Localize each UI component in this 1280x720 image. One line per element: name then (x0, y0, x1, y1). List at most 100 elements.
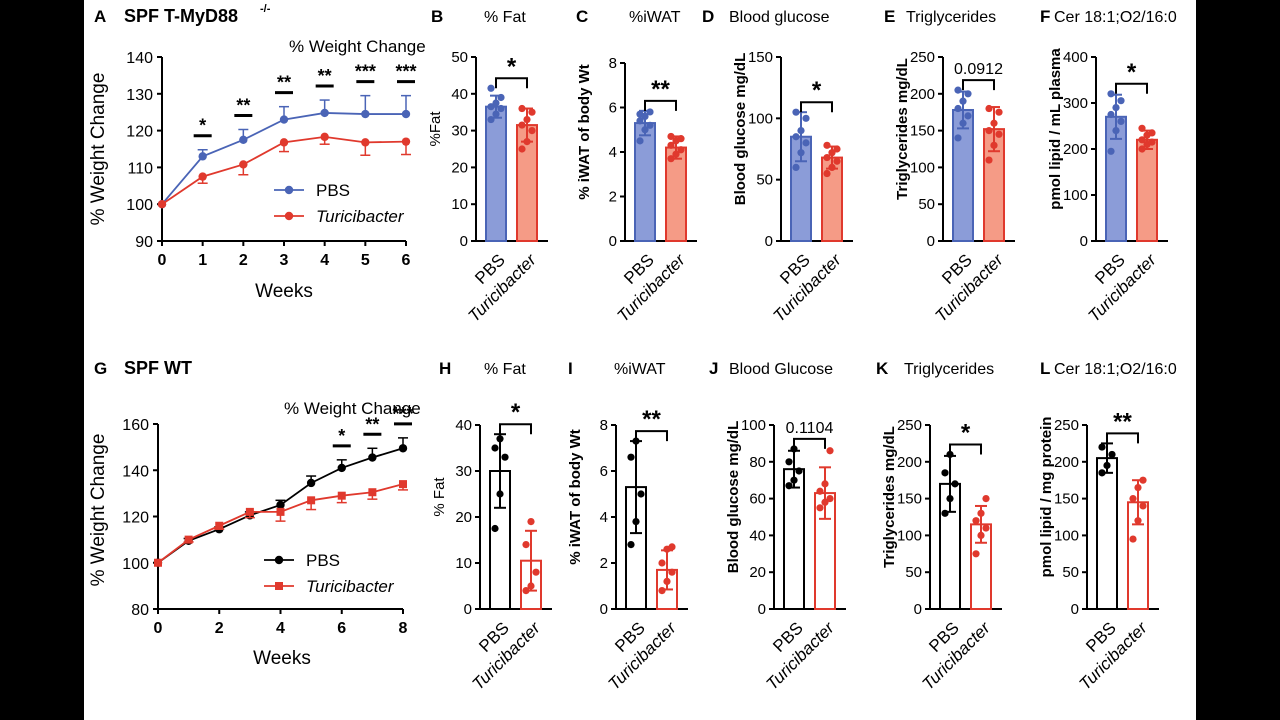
data-point (1107, 110, 1115, 119)
y-tick-label: 50 (1062, 564, 1079, 581)
y-tick-label: 100 (126, 197, 153, 214)
significance-label: * (507, 53, 517, 80)
x-tick-label: 4 (276, 620, 285, 637)
data-point (492, 99, 500, 107)
data-point (239, 135, 248, 144)
significance-label: 0.0912 (954, 61, 1003, 78)
row2-heading: G SPF WT (94, 358, 192, 378)
data-point (985, 127, 993, 135)
x-tick-label: 8 (399, 620, 408, 637)
y-tick-label: 10 (455, 555, 472, 572)
y-tick-label: 0 (460, 233, 468, 250)
data-point (627, 453, 635, 461)
significance-label: * (961, 419, 971, 446)
y-tick-label: 80 (131, 602, 149, 619)
y-tick-label: 50 (905, 564, 922, 581)
data-point (276, 500, 285, 510)
data-point (399, 480, 407, 489)
y-tick-label: 8 (609, 55, 617, 72)
data-point (1098, 443, 1106, 451)
y-tick-label: 60 (749, 491, 766, 508)
data-point (816, 504, 824, 512)
panel-title-F: Cer 18:1;O2/16:0 (1054, 9, 1177, 26)
data-point (518, 145, 526, 153)
data-point (154, 558, 162, 567)
data-point (239, 160, 248, 169)
data-point (658, 587, 666, 595)
y-tick-label: 50 (918, 196, 935, 213)
legend-label: PBS (316, 181, 350, 200)
data-point (527, 518, 535, 526)
x-axis-label-G: Weeks (253, 648, 311, 669)
data-point (1138, 136, 1146, 144)
data-point (527, 582, 535, 590)
line-chart-G: % Weight Change 80 100 120 140 160 0 2 4 6 8 Weeks%… (88, 399, 421, 669)
data-point (528, 108, 536, 116)
data-point (496, 435, 504, 443)
panel-title-H: % Fat (484, 361, 526, 378)
panel-letter-B: B (431, 7, 443, 26)
y-axis-label-L: pmol lipid / mg protein (1038, 417, 1055, 578)
data-point (667, 132, 675, 141)
significance-bracket (800, 101, 833, 113)
y-tick-label: 4 (609, 144, 617, 161)
data-point (1103, 461, 1111, 470)
y-tick-label: 2 (609, 189, 617, 206)
panel-letter-K: K (876, 359, 889, 378)
data-point (828, 149, 836, 157)
y-tick-label: 130 (126, 87, 153, 104)
panel-letter-A-heading: A (94, 7, 106, 26)
data-point (823, 153, 831, 162)
data-point (795, 467, 803, 475)
y-tick-label: 400 (1063, 49, 1088, 66)
data-point (826, 447, 834, 455)
data-point (522, 541, 530, 549)
panel-letter-L: L (1040, 359, 1050, 378)
significance-label: ** (642, 406, 661, 433)
data-point (637, 490, 645, 498)
data-point (959, 119, 967, 127)
data-point (184, 535, 193, 544)
y-tick-label: 120 (122, 510, 149, 527)
y-tick-label: 40 (749, 527, 766, 544)
data-point (487, 103, 495, 111)
significance-label: ** (1113, 408, 1132, 435)
y-tick-label: 120 (126, 124, 153, 141)
data-point (797, 127, 805, 135)
significance-label: * (338, 426, 345, 446)
y-tick-label: 50 (756, 172, 773, 189)
y-axis-label-B: %Fat (427, 111, 444, 147)
data-point (532, 568, 540, 576)
data-point (492, 110, 500, 118)
panel-letter-H: H (439, 359, 451, 378)
data-point (672, 150, 680, 158)
y-tick-label: 0 (927, 233, 935, 250)
y-axis-label-F: pmol lipid / mL plasma (1047, 48, 1064, 210)
data-point (198, 152, 207, 161)
data-point (1138, 124, 1146, 132)
data-point (951, 480, 959, 488)
y-tick-label: 0 (758, 601, 766, 618)
y-tick-label: 100 (910, 159, 935, 176)
bar-chart-K: K Triglycerides 0 50 100 150 200 250Triglycerid… (876, 359, 1002, 694)
y-axis-label-D: Blood glucose mg/dL (732, 53, 749, 206)
significance-bracket (499, 423, 532, 435)
data-point (361, 109, 370, 119)
data-point (667, 155, 675, 163)
data-point (792, 108, 800, 116)
data-point (641, 126, 649, 134)
y-tick-label: 200 (1054, 454, 1079, 471)
data-point (1139, 476, 1147, 484)
panel-title-B: % Fat (484, 9, 526, 26)
y-axis-label-J: Blood glucose mg/dL (725, 421, 742, 574)
data-point (833, 145, 841, 153)
y-axis-label-E: Triglycerides mg/dL (894, 58, 911, 200)
data-point (368, 488, 377, 497)
data-point (663, 577, 671, 586)
y-tick-label: 140 (122, 463, 149, 480)
row1-title: SPF T-MyD88 (124, 6, 238, 26)
x-tick-label: 6 (402, 252, 411, 269)
